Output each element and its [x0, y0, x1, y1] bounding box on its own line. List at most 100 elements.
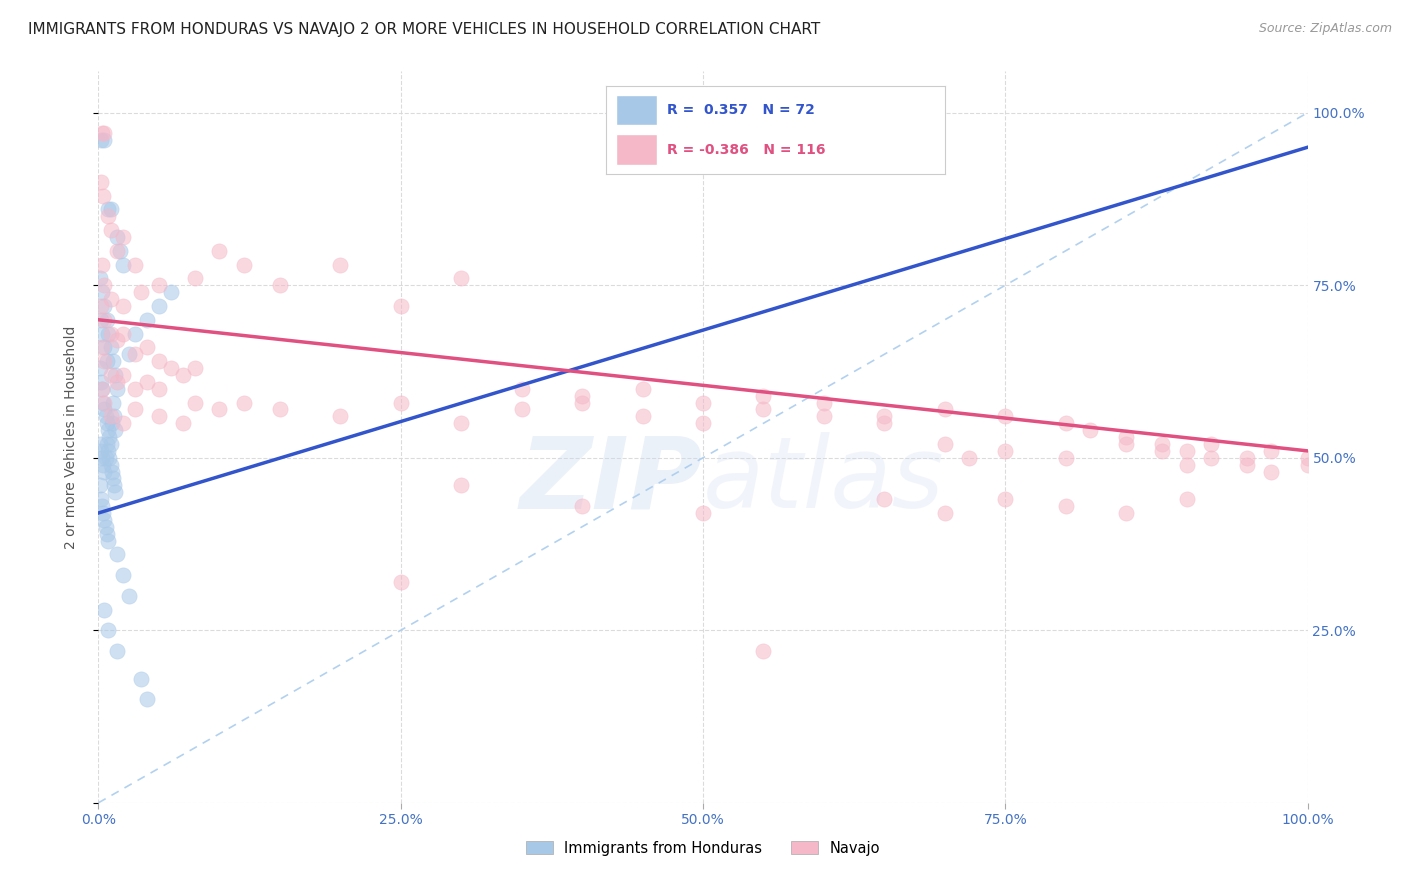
Point — [752, 644, 775, 658]
Point — [1152, 437, 1174, 451]
Point — [329, 258, 352, 272]
Point — [571, 395, 593, 409]
Point — [994, 409, 1017, 424]
Point — [93, 354, 115, 368]
Text: Source: ZipAtlas.com: Source: ZipAtlas.com — [1258, 22, 1392, 36]
Point — [184, 361, 207, 376]
Point — [172, 368, 194, 382]
Point — [100, 326, 122, 341]
Point — [91, 127, 114, 141]
Point — [124, 382, 146, 396]
Point — [172, 417, 194, 431]
Point — [124, 402, 146, 417]
Point — [184, 395, 207, 409]
Point — [93, 402, 115, 417]
Point — [571, 499, 593, 513]
Point — [90, 492, 112, 507]
Point — [934, 402, 956, 417]
Point — [94, 450, 117, 465]
Point — [98, 450, 121, 465]
Point — [232, 258, 254, 272]
Point — [124, 347, 146, 361]
Point — [135, 312, 157, 326]
Point — [389, 299, 412, 313]
Point — [91, 450, 114, 465]
Point — [93, 127, 115, 141]
Point — [329, 409, 352, 424]
Point — [100, 202, 122, 217]
Point — [105, 548, 128, 562]
Point — [510, 402, 533, 417]
Point — [93, 340, 115, 354]
Point — [934, 437, 956, 451]
Point — [105, 382, 128, 396]
Point — [91, 188, 114, 202]
Point — [93, 278, 115, 293]
Point — [90, 175, 112, 189]
Point — [90, 299, 112, 313]
Point — [91, 395, 114, 409]
Point — [389, 574, 412, 589]
Point — [108, 244, 131, 258]
Point — [692, 395, 714, 409]
Point — [135, 375, 157, 389]
Point — [135, 340, 157, 354]
Point — [873, 417, 896, 431]
Point — [91, 382, 114, 396]
Point — [994, 443, 1017, 458]
Point — [97, 209, 120, 223]
Point — [93, 395, 115, 409]
Point — [1199, 450, 1222, 465]
Point — [91, 340, 114, 354]
Point — [111, 258, 134, 272]
Point — [96, 437, 118, 451]
Point — [148, 354, 170, 368]
Point — [873, 409, 896, 424]
Point — [160, 361, 183, 376]
Point — [93, 312, 115, 326]
Point — [94, 409, 117, 424]
Point — [89, 361, 111, 376]
Point — [89, 437, 111, 451]
Point — [208, 244, 231, 258]
Point — [269, 402, 291, 417]
Point — [813, 409, 835, 424]
Point — [450, 417, 472, 431]
Point — [450, 271, 472, 285]
Point — [124, 258, 146, 272]
Point — [118, 589, 141, 603]
Point — [97, 326, 120, 341]
Point — [100, 368, 122, 382]
Point — [105, 244, 128, 258]
Point — [93, 465, 115, 479]
Point — [269, 278, 291, 293]
Point — [148, 278, 170, 293]
Point — [91, 506, 114, 520]
Point — [101, 395, 124, 409]
Point — [1296, 458, 1319, 472]
Point — [111, 326, 134, 341]
Point — [1199, 437, 1222, 451]
Point — [90, 375, 112, 389]
Point — [389, 395, 412, 409]
Point — [118, 347, 141, 361]
Point — [111, 368, 134, 382]
Point — [111, 299, 134, 313]
Point — [1296, 450, 1319, 465]
Point — [91, 326, 114, 341]
Point — [91, 285, 114, 300]
Point — [105, 375, 128, 389]
Point — [957, 450, 980, 465]
Point — [510, 382, 533, 396]
Point — [752, 389, 775, 403]
Point — [96, 312, 118, 326]
Point — [91, 382, 114, 396]
Point — [124, 326, 146, 341]
Point — [1115, 430, 1137, 444]
Point — [100, 458, 122, 472]
Point — [232, 395, 254, 409]
Point — [105, 230, 128, 244]
Point — [89, 271, 111, 285]
Point — [97, 443, 120, 458]
Point — [101, 471, 124, 485]
